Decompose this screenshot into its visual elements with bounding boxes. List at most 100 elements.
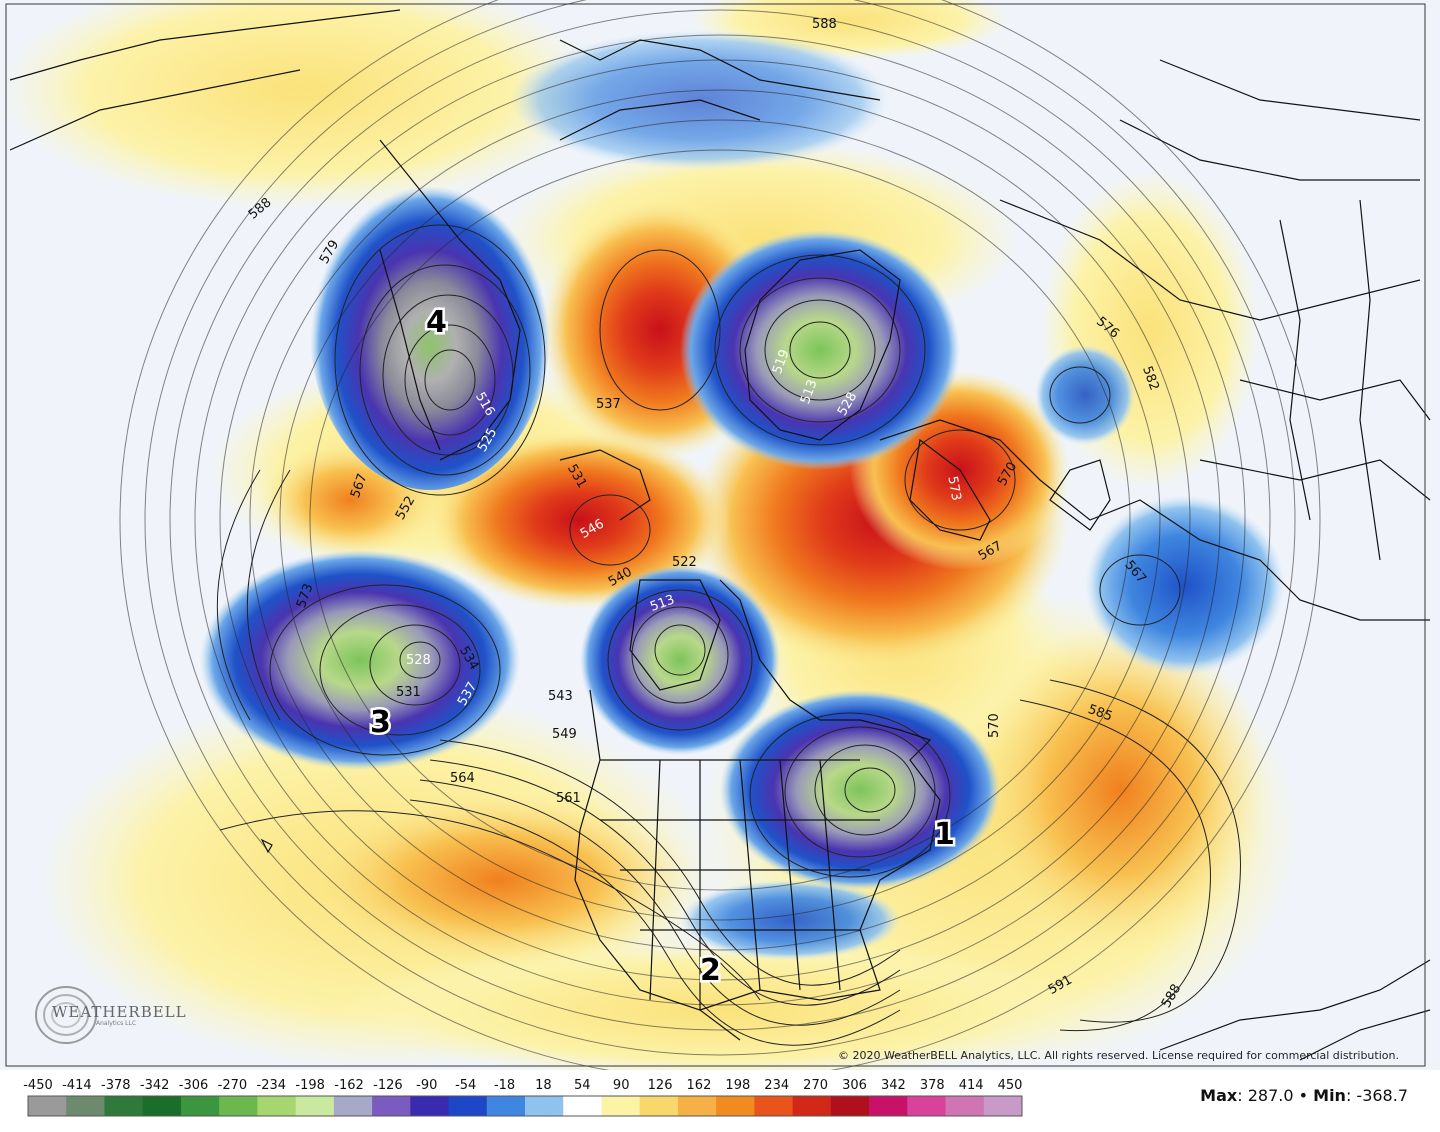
colorbar-swatch xyxy=(735,1096,755,1116)
colorbar-swatch xyxy=(28,1096,48,1116)
colorbar-swatch xyxy=(620,1096,641,1116)
colorbar-swatch xyxy=(200,1096,220,1116)
colorbar-swatch xyxy=(773,1096,794,1116)
map-frame xyxy=(5,3,1426,1067)
contour-label: 549 xyxy=(552,727,577,742)
colorbar-tick-label: 270 xyxy=(803,1078,828,1093)
colorbar-swatch xyxy=(104,1096,125,1116)
colorbar-tick-label: 342 xyxy=(881,1078,906,1093)
height-contours xyxy=(119,0,1321,1070)
colorbar-tick-label: 54 xyxy=(574,1078,591,1093)
colorbar-tick-label: -234 xyxy=(257,1078,287,1093)
colorbar-tick-label: -90 xyxy=(416,1078,437,1093)
colorbar-tick-label: -162 xyxy=(334,1078,364,1093)
colorbar-swatch xyxy=(792,1096,813,1116)
colorbar-swatch xyxy=(391,1096,411,1116)
copyright-notice: © 2020 WeatherBELL Analytics, LLC. All r… xyxy=(838,1049,1399,1062)
colorbar-swatch xyxy=(66,1096,86,1116)
separator: • xyxy=(1298,1086,1309,1105)
geographic-outlines xyxy=(9,9,1431,1061)
colorbar-swatch xyxy=(257,1096,277,1116)
contour-label: 588 xyxy=(812,17,837,32)
colorbar-swatch xyxy=(926,1096,947,1116)
colorbar-border xyxy=(27,1095,1023,1117)
colorbar-tick-label: -18 xyxy=(494,1078,515,1093)
colorbar-swatch xyxy=(716,1096,736,1116)
colorbar-swatch xyxy=(467,1096,488,1116)
colorbar-tick-label: 450 xyxy=(998,1078,1023,1093)
colorbar-tick-labels: -450 -414 -378 -342 -306 -270 -234 -198 -162 -126… xyxy=(23,1078,1022,1093)
colorbar-swatch xyxy=(47,1096,67,1116)
min-label: Min xyxy=(1313,1086,1346,1105)
colorbar-swatch xyxy=(352,1096,373,1116)
logo-subtitle: Analytics LLC xyxy=(96,1020,137,1027)
colorbar-tick-label: -270 xyxy=(218,1078,248,1093)
contour-label: 543 xyxy=(548,689,573,704)
colorbar-tick-label: 414 xyxy=(959,1078,984,1093)
colorbar: -450 -414 -378 -342 -306 -270 -234 -198 -162 -126… xyxy=(23,1078,1023,1117)
colorbar-tick-label: 18 xyxy=(535,1078,552,1093)
colorbar-swatch xyxy=(161,1096,182,1116)
contour-label: 522 xyxy=(672,555,697,570)
colorbar-tick-label: 234 xyxy=(764,1078,789,1093)
colorbar-swatch xyxy=(983,1096,1004,1116)
colorbar-tick-label: -414 xyxy=(62,1078,92,1093)
colorbar-swatch xyxy=(295,1096,316,1116)
colorbar-tick-label: 378 xyxy=(920,1078,945,1093)
center-label-3: 3 xyxy=(370,705,391,740)
colorbar-swatch xyxy=(964,1096,985,1116)
contour-label: 531 xyxy=(396,685,421,700)
min-value: -368.7 xyxy=(1356,1086,1408,1105)
colorbar-swatch xyxy=(372,1096,392,1116)
max-min-readout: Max: 287.0 • Min: -368.7 xyxy=(1200,1086,1408,1105)
colorbar-swatch xyxy=(238,1096,258,1116)
colorbar-tick-label: -450 xyxy=(23,1078,53,1093)
center-label-2: 2 xyxy=(700,953,721,988)
colorbar-swatch xyxy=(142,1096,163,1116)
colorbar-tick-label: -342 xyxy=(140,1078,170,1093)
colorbar-swatch xyxy=(448,1096,469,1116)
colorbar-swatch xyxy=(429,1096,450,1116)
colorbar-swatch xyxy=(314,1096,335,1116)
colorbar-tick-label: 90 xyxy=(613,1078,630,1093)
max-label: Max xyxy=(1200,1086,1238,1105)
colorbar-swatch xyxy=(544,1096,564,1116)
colorbar-swatch xyxy=(525,1096,545,1116)
colorbar-swatch xyxy=(276,1096,297,1116)
colorbar-swatch xyxy=(888,1096,908,1116)
colorbar-swatch xyxy=(830,1096,851,1116)
colorbar-swatch xyxy=(639,1096,660,1116)
colorbar-tick-label: -378 xyxy=(101,1078,131,1093)
colorbar-swatch xyxy=(219,1096,239,1116)
max-value: 287.0 xyxy=(1247,1086,1294,1105)
swirl-logo-icon xyxy=(35,986,97,1044)
contour-label: 537 xyxy=(596,397,621,412)
colorbar-tick-label: -198 xyxy=(295,1078,325,1093)
colorbar-swatch xyxy=(945,1096,966,1116)
colorbar-tick-label: 198 xyxy=(725,1078,750,1093)
contour-label: 564 xyxy=(450,771,475,786)
colorbar-swatch xyxy=(658,1096,679,1116)
logo-name: WEATHERBELL xyxy=(52,1003,187,1021)
contour-label: 570 xyxy=(987,713,1002,738)
center-label-1: 1 xyxy=(934,817,955,852)
contour-label: 573 xyxy=(944,475,963,502)
colorbar-swatch xyxy=(180,1096,201,1116)
colorbar-tick-label: 162 xyxy=(687,1078,712,1093)
colorbar-swatch xyxy=(410,1096,430,1116)
colorbar-swatch xyxy=(811,1096,832,1116)
colorbar-swatch xyxy=(85,1096,105,1116)
colorbar-swatch xyxy=(505,1096,526,1116)
colorbar-tick-label: -54 xyxy=(455,1078,476,1093)
contour-label: 528 xyxy=(406,653,431,668)
contour-label: 561 xyxy=(556,791,581,806)
colorbar-tick-label: 126 xyxy=(648,1078,673,1093)
colorbar-swatch xyxy=(697,1096,717,1116)
colorbar-swatch xyxy=(582,1096,602,1116)
center-label-4: 4 xyxy=(426,305,447,340)
colorbar-swatch xyxy=(1002,1096,1023,1116)
colorbar-swatch xyxy=(601,1096,622,1116)
colorbar-swatch xyxy=(907,1096,927,1116)
colorbar-swatch xyxy=(869,1096,889,1116)
